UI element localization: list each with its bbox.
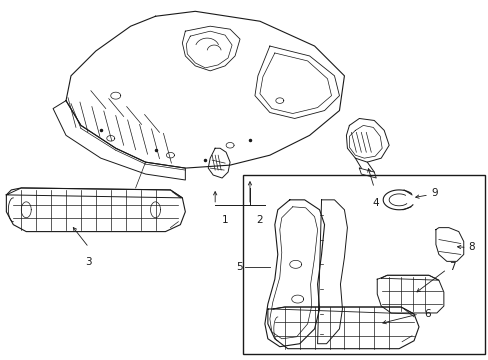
Text: 5: 5 bbox=[236, 262, 243, 272]
Text: 8: 8 bbox=[468, 243, 474, 252]
Text: 2: 2 bbox=[256, 215, 263, 225]
Text: 1: 1 bbox=[222, 215, 228, 225]
Text: 9: 9 bbox=[430, 188, 437, 198]
Bar bbox=[243, 175, 484, 354]
Text: 3: 3 bbox=[85, 257, 92, 267]
Text: 7: 7 bbox=[448, 262, 454, 272]
Text: 4: 4 bbox=[372, 198, 379, 208]
Text: 6: 6 bbox=[423, 309, 430, 319]
